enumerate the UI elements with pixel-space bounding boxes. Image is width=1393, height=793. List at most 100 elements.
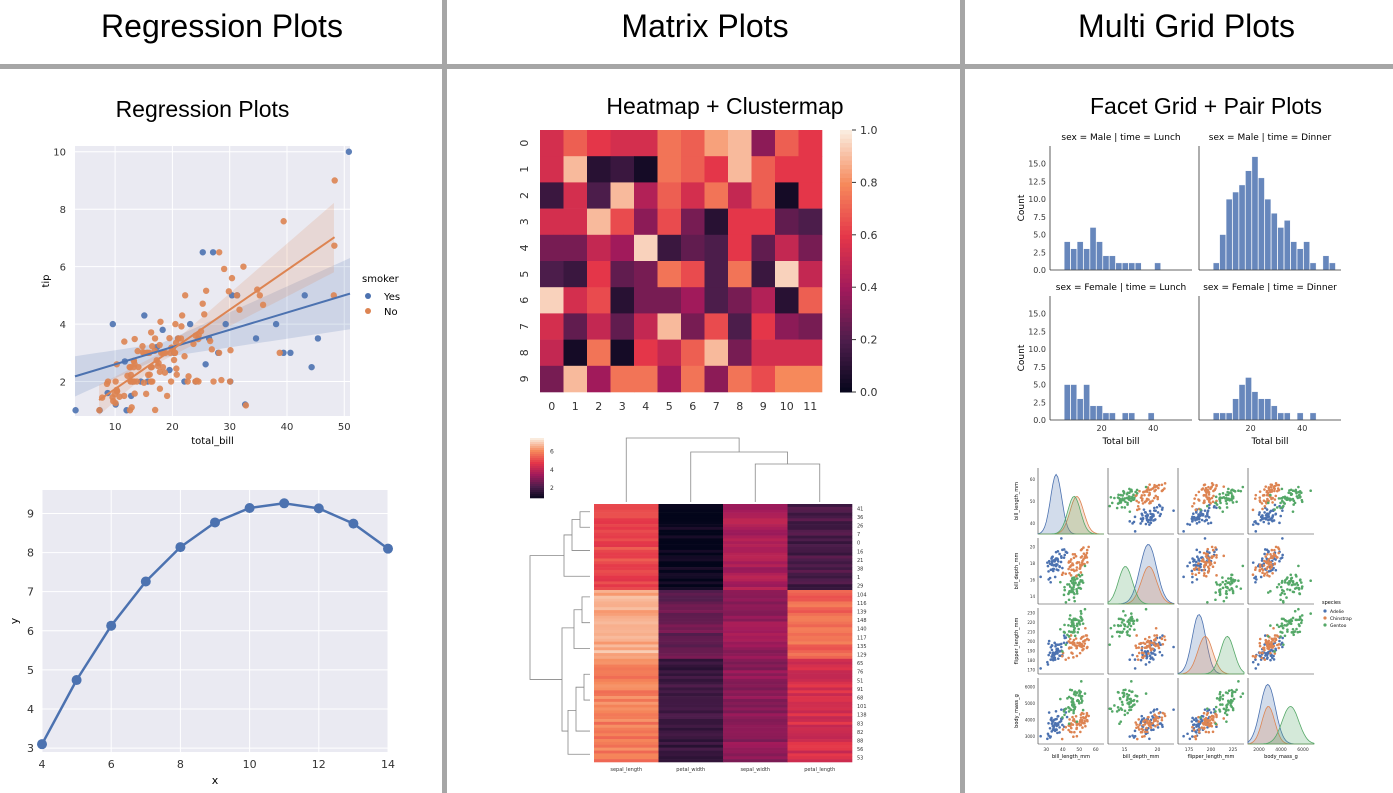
pair-point [1202, 568, 1206, 572]
pair-point [1274, 558, 1277, 561]
colorbar-segment [840, 304, 852, 310]
pair-point [1271, 514, 1275, 517]
pair-point [1058, 552, 1061, 556]
pair-point [1133, 515, 1137, 519]
pair-point [1149, 500, 1152, 503]
clustermap-cell [594, 730, 659, 734]
clustermap-cell [594, 541, 659, 545]
heatmap-cell [798, 365, 823, 393]
pair-point [1080, 573, 1084, 577]
scatter-point [166, 334, 173, 342]
clustermap-cell [658, 624, 724, 628]
heatmap-cell [634, 234, 658, 262]
pair-point [1259, 575, 1263, 579]
pair-point [1067, 630, 1071, 633]
pair-point [1160, 637, 1164, 640]
pair-point [1139, 522, 1142, 525]
pair-point [1118, 634, 1121, 638]
regression-line [98, 236, 336, 401]
pair-point [1075, 589, 1079, 593]
clustermap-cell [723, 653, 788, 657]
pair-point [1297, 607, 1300, 611]
pair-point [1153, 643, 1156, 647]
pair-point [1156, 726, 1160, 729]
pair-point [1229, 583, 1232, 586]
heatmap-cell [540, 208, 564, 236]
heatmap-cell [704, 182, 729, 209]
legend-title: species [1322, 600, 1341, 606]
scatter-point [210, 378, 217, 385]
heatmap-cell [563, 234, 588, 262]
pair-point [1233, 690, 1237, 694]
pair-point [1263, 658, 1267, 661]
pair-point [1266, 591, 1270, 594]
pair-point [1222, 599, 1226, 603]
pair-point [1046, 660, 1049, 664]
pair-point [1079, 637, 1083, 640]
pair-x-tick-label: 50 [1076, 747, 1082, 753]
clustermap-cell [658, 667, 724, 671]
colorbar-segment [530, 454, 544, 457]
pair-point [1270, 488, 1274, 492]
pair-point [1215, 556, 1218, 559]
pair-point [1086, 719, 1089, 723]
clustermap-cell [787, 653, 853, 657]
clustermap-cell [723, 736, 788, 740]
pair-point [1198, 550, 1202, 554]
pair-point [1134, 490, 1137, 494]
pair-point [1069, 641, 1072, 645]
pair-point [1122, 694, 1126, 697]
clustermap-cell [723, 506, 788, 511]
pair-point [1262, 574, 1266, 577]
pair-point [1261, 494, 1265, 497]
scatter-point [228, 274, 236, 282]
clustermap-cell [594, 547, 659, 551]
histogram-bar [1070, 248, 1077, 271]
histogram-bar [1089, 405, 1097, 421]
clustermap-cell [594, 612, 659, 617]
clustermap-cell [658, 678, 724, 683]
y-tick-label: 7.5 [1033, 213, 1046, 222]
pair-point [1056, 643, 1060, 647]
pair-point [1082, 546, 1085, 549]
pair-point [1067, 598, 1071, 602]
clustermap-cell [658, 733, 724, 737]
clustermap-cell [658, 529, 724, 533]
pair-point [1224, 691, 1228, 694]
clustermap-cell [723, 547, 788, 551]
heatmap-cell [657, 313, 682, 340]
clustermap-cell [594, 658, 659, 662]
scatter-point [142, 390, 150, 398]
clustermap-cell [658, 707, 724, 711]
pair-point [1230, 497, 1233, 500]
pair-x-tick-label: 4000 [1275, 747, 1287, 753]
pair-point [1288, 588, 1292, 592]
pair-point [1073, 705, 1077, 709]
column-label: petal_length [804, 767, 835, 773]
pair-point [1059, 627, 1062, 631]
pair-x-axis-label: bill_depth_mm [1123, 754, 1160, 760]
heatmap-cell [540, 182, 564, 209]
clustermap-cell [658, 638, 724, 642]
clustermap-cell [594, 747, 659, 751]
row-label: 129 [857, 653, 867, 659]
pair-point [1079, 612, 1083, 615]
scatter-point [226, 378, 234, 385]
pair-point [1117, 691, 1120, 694]
heatmap-cell [634, 339, 658, 367]
pair-point [1160, 653, 1164, 657]
heatmap-cell [563, 313, 588, 340]
clustermap-cell [658, 681, 724, 685]
subtitle-matrix: Heatmap + Clustermap [606, 93, 844, 119]
pair-point [1197, 730, 1201, 734]
clustermap-cell [787, 541, 853, 545]
pair-point [1049, 735, 1052, 738]
heatmap-cell [587, 130, 611, 157]
clustermap-cell [787, 581, 853, 585]
histogram-bar [1251, 391, 1259, 421]
clustermap-cell [594, 641, 659, 645]
pair-point [1151, 487, 1154, 490]
heatmap-cell [798, 313, 823, 340]
pair-point [1160, 483, 1164, 487]
pair-point [1230, 573, 1234, 577]
